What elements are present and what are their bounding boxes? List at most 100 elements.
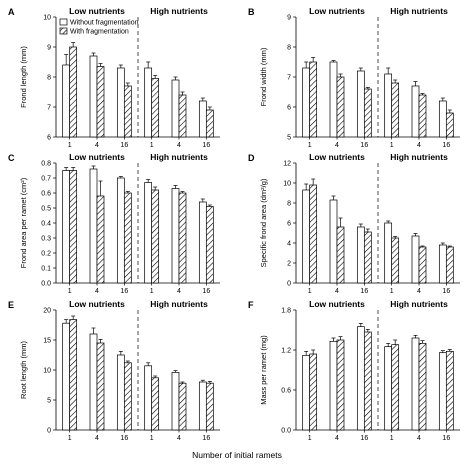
- y-tick-label: 0.3: [41, 235, 51, 242]
- x-tick-label: 1: [68, 142, 72, 149]
- bar-without-fragmentation: [438, 100, 447, 138]
- panel-a: A 6 7 8 9 10 Frond length (mm) Low nutrients Hig…: [8, 6, 220, 149]
- bar-with-fragmentation: [336, 76, 345, 138]
- bar-with-fragmentation: [336, 339, 345, 431]
- x-tick-label: 16: [442, 142, 450, 149]
- x-tick-label: 16: [202, 288, 210, 295]
- bar-with-fragmentation: [178, 192, 187, 284]
- bar-with-fragmentation: [391, 344, 400, 431]
- y-tick-label: 8: [47, 74, 51, 81]
- bar-with-fragmentation: [69, 170, 78, 284]
- x-tick-label: 16: [360, 142, 368, 149]
- panel-c: C 0.0 0.1 0.2 0.3 0.4 0.5 0.6 0.7 0.8 Frond area p…: [8, 152, 220, 295]
- y-tick-label: 9: [287, 14, 291, 21]
- bar-without-fragmentation: [144, 365, 153, 431]
- bar-without-fragmentation: [116, 67, 125, 138]
- y-tick-label: 9: [47, 44, 51, 51]
- x-tick-label: 1: [68, 288, 72, 295]
- bar-without-fragmentation: [116, 177, 125, 284]
- y-tick-label: 0.4: [41, 220, 51, 227]
- x-tick-label: 4: [335, 435, 339, 442]
- y-tick-label: 4: [287, 240, 291, 247]
- panel-d: D 0 2 4 6 8 10 12 Specific frond area (dm²/g) Low…: [248, 152, 460, 295]
- bar-without-fragmentation: [171, 188, 180, 284]
- y-tick-label: 10: [283, 180, 291, 187]
- x-tick-label: 16: [202, 435, 210, 442]
- bar-with-fragmentation: [363, 331, 372, 431]
- y-tick-label: 1.8: [281, 307, 291, 314]
- group-label-low: Low nutrients: [69, 6, 125, 16]
- bar-without-fragmentation: [171, 79, 180, 138]
- bar-without-fragmentation: [384, 222, 393, 284]
- y-tick-label: 6: [287, 220, 291, 227]
- bar-with-fragmentation: [205, 206, 214, 284]
- y-tick-label: 0.7: [41, 175, 51, 182]
- bar-without-fragmentation: [89, 55, 98, 138]
- group-label-high: High nutrients: [150, 299, 208, 309]
- bar-without-fragmentation: [356, 226, 365, 284]
- legend-label-with: With fragmentation: [70, 29, 129, 36]
- x-tick-label: 4: [335, 142, 339, 149]
- group-label-low: Low nutrients: [69, 152, 125, 162]
- bar-with-fragmentation: [69, 46, 78, 138]
- bar-without-fragmentation: [116, 354, 125, 431]
- x-tick-label: 4: [177, 288, 181, 295]
- bar-with-fragmentation: [69, 319, 78, 431]
- bar-with-fragmentation: [391, 237, 400, 284]
- y-tick-label: 15: [43, 337, 51, 344]
- panel-letter: F: [248, 300, 254, 310]
- bar-without-fragmentation: [356, 70, 365, 138]
- y-tick-label: 0.6: [281, 387, 291, 394]
- bar-without-fragmentation: [144, 182, 153, 284]
- x-tick-label: 16: [360, 288, 368, 295]
- y-tick-label: 2: [287, 260, 291, 267]
- x-tick-label: 16: [442, 288, 450, 295]
- x-tick-label: 4: [417, 142, 421, 149]
- bar-without-fragmentation: [62, 64, 71, 138]
- bar-without-fragmentation: [302, 67, 311, 138]
- group-label-high: High nutrients: [390, 6, 448, 16]
- y-tick-label: 8: [287, 44, 291, 51]
- bar-without-fragmentation: [302, 354, 311, 431]
- bar-with-fragmentation: [205, 382, 214, 431]
- bar-with-fragmentation: [178, 94, 187, 138]
- legend-swatch-with: [59, 27, 68, 35]
- group-label-low: Low nutrients: [309, 299, 365, 309]
- bar-with-fragmentation: [96, 66, 105, 138]
- bar-without-fragmentation: [438, 352, 447, 431]
- x-tick-label: 4: [417, 435, 421, 442]
- x-tick-label: 1: [150, 435, 154, 442]
- bar-without-fragmentation: [62, 170, 71, 284]
- bar-with-fragmentation: [96, 342, 105, 431]
- bar-with-fragmentation: [418, 246, 427, 284]
- bar-without-fragmentation: [198, 381, 207, 431]
- bar-with-fragmentation: [123, 362, 132, 431]
- panel-e: E 0 5 10 15 20 Root length (mm) Low nutrients Hi…: [8, 299, 220, 442]
- y-axis-label: Frond area per ramet (cm²): [19, 177, 28, 268]
- panel-letter: B: [248, 7, 255, 17]
- x-tick-label: 4: [95, 142, 99, 149]
- bar-without-fragmentation: [384, 73, 393, 138]
- x-tick-label: 16: [360, 435, 368, 442]
- y-tick-label: 0.2: [41, 250, 51, 257]
- bar-with-fragmentation: [418, 94, 427, 138]
- group-label-low: Low nutrients: [69, 299, 125, 309]
- y-axis-label: Frond length (mm): [19, 46, 28, 108]
- y-tick-label: 1.2: [281, 347, 291, 354]
- bar-without-fragmentation: [302, 189, 311, 284]
- x-tick-label: 16: [120, 288, 128, 295]
- y-tick-label: 0.5: [41, 205, 51, 212]
- bar-without-fragmentation: [411, 337, 420, 431]
- x-tick-label: 1: [308, 435, 312, 442]
- group-label-high: High nutrients: [150, 6, 208, 16]
- y-tick-label: 10: [43, 14, 51, 21]
- x-tick-label: 16: [120, 435, 128, 442]
- bar-with-fragmentation: [123, 192, 132, 284]
- x-tick-label: 1: [390, 288, 394, 295]
- bar-without-fragmentation: [171, 372, 180, 431]
- bar-without-fragmentation: [329, 340, 338, 431]
- bar-without-fragmentation: [384, 346, 393, 431]
- panel-f: F 0.0 0.6 1.2 1.8 Mass per ramet (mg) Low nutr…: [248, 299, 460, 442]
- bar-with-fragmentation: [123, 85, 132, 138]
